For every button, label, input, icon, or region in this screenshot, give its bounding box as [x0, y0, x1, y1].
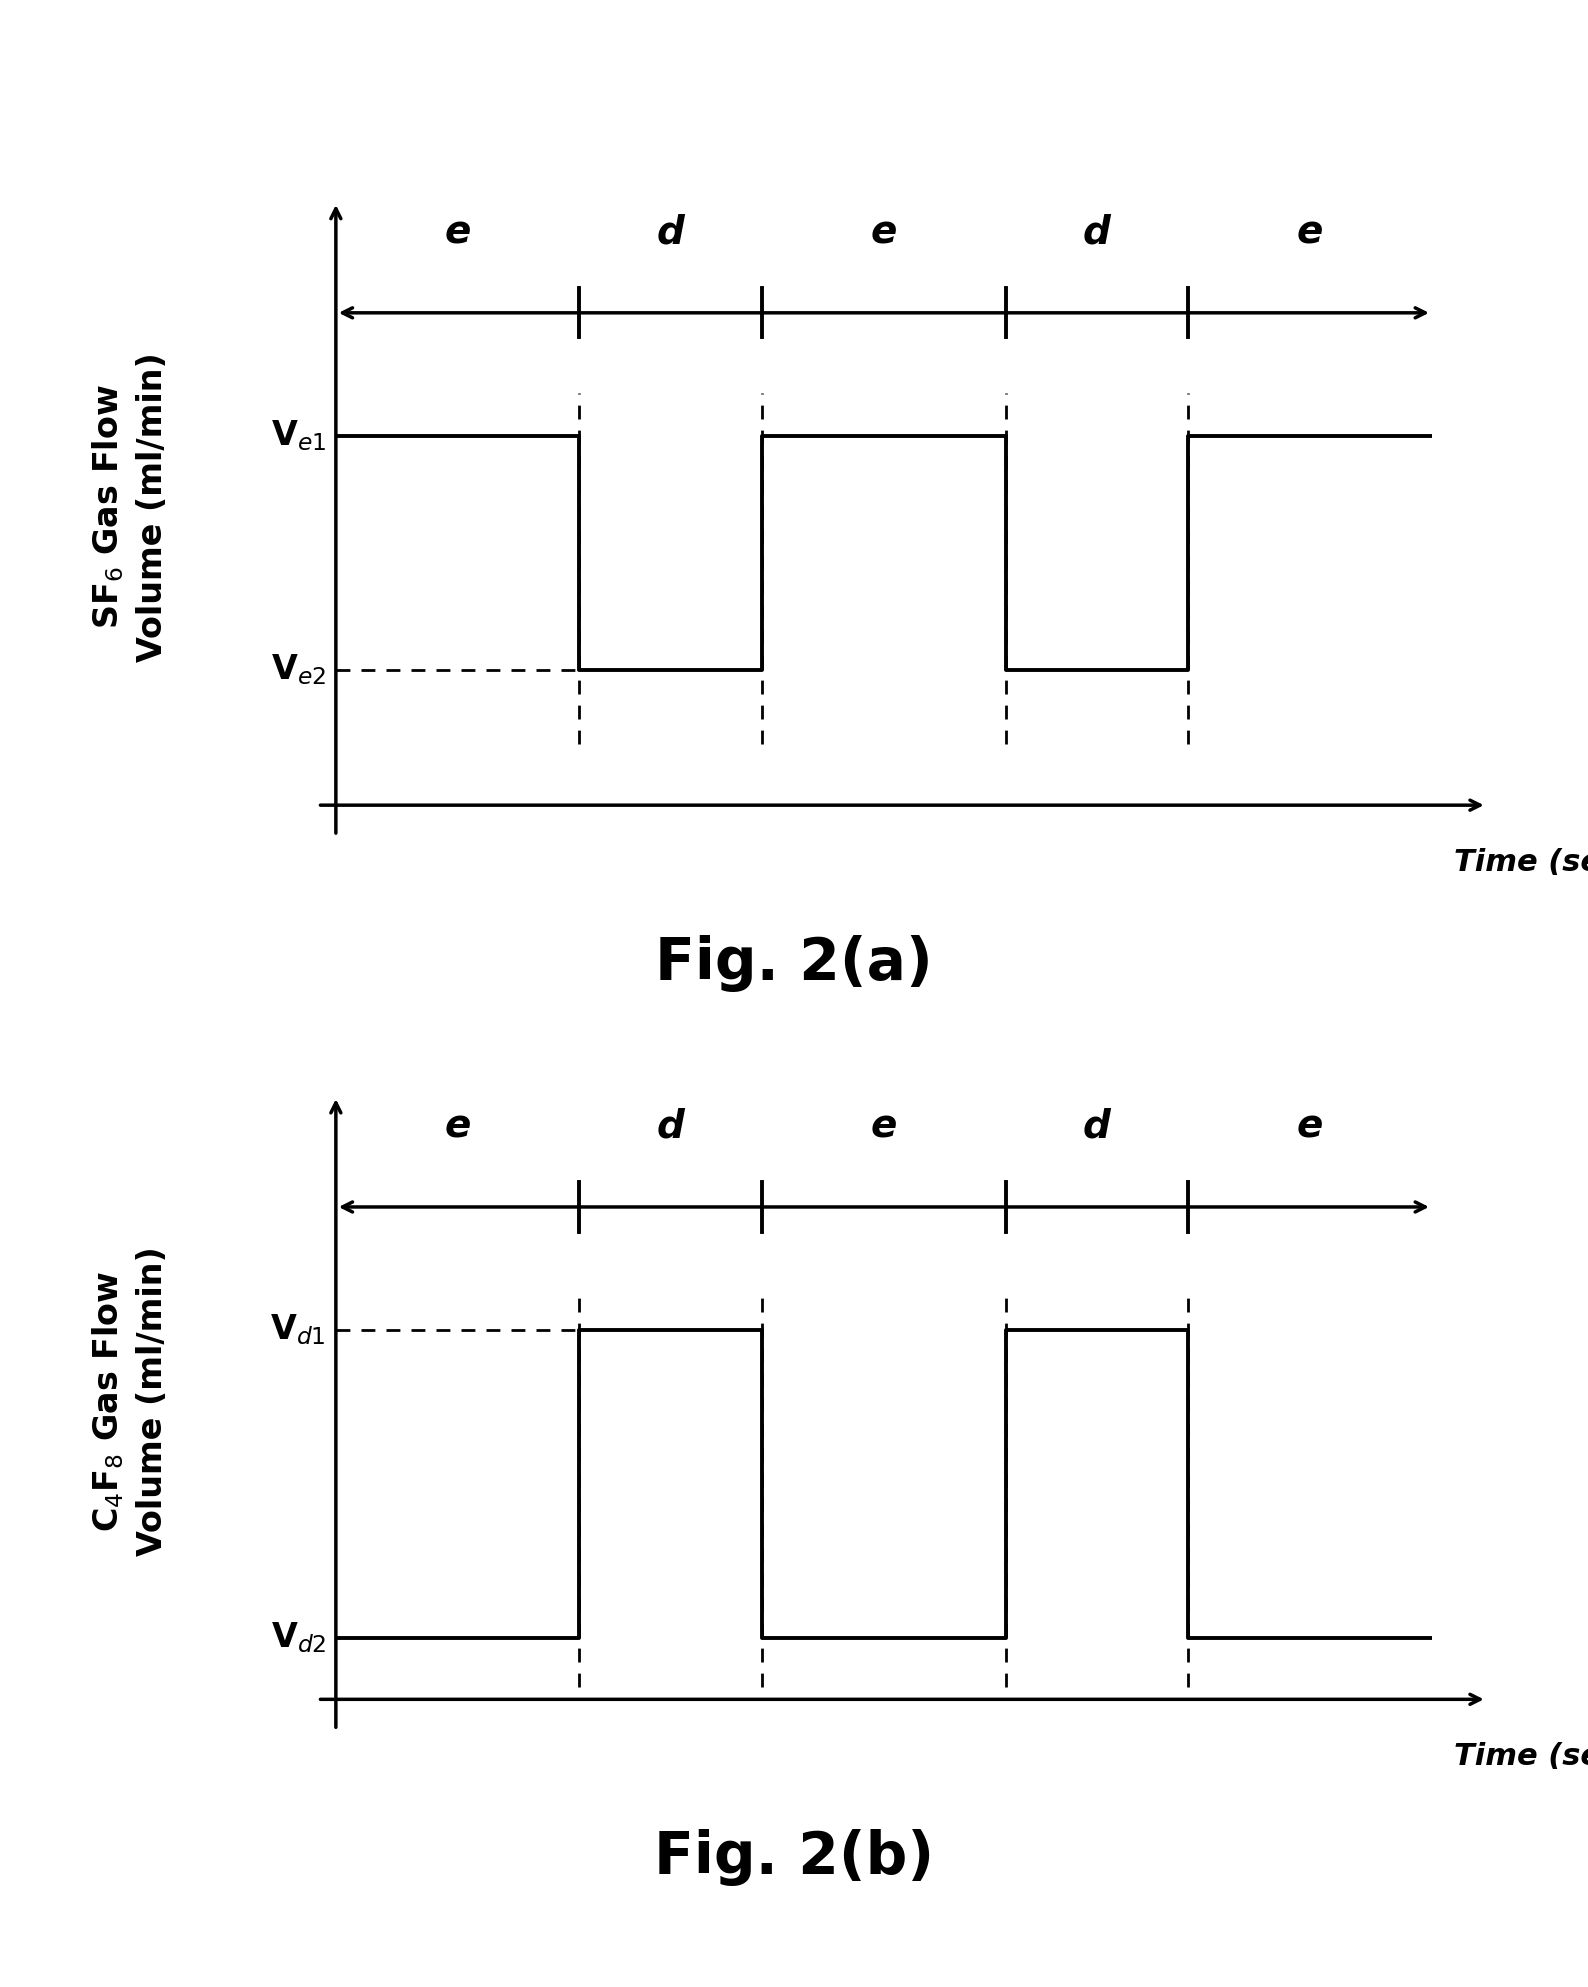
Text: e: e — [1297, 213, 1323, 250]
Text: Fig. 2(a): Fig. 2(a) — [656, 936, 932, 992]
Text: V$_{d1}$: V$_{d1}$ — [270, 1313, 326, 1347]
Text: e: e — [1297, 1107, 1323, 1145]
Text: V$_{d2}$: V$_{d2}$ — [270, 1621, 326, 1655]
Text: e: e — [870, 1107, 897, 1145]
Text: Time (sec): Time (sec) — [1453, 848, 1588, 876]
Text: Fig. 2(b): Fig. 2(b) — [654, 1830, 934, 1886]
Text: e: e — [445, 1107, 470, 1145]
Text: C$_4$F$_8$ Gas Flow
Volume (ml/min): C$_4$F$_8$ Gas Flow Volume (ml/min) — [91, 1246, 170, 1556]
Text: V$_{e1}$: V$_{e1}$ — [272, 419, 326, 453]
Text: SF$_6$ Gas Flow
Volume (ml/min): SF$_6$ Gas Flow Volume (ml/min) — [91, 352, 170, 662]
Text: d: d — [1083, 1107, 1112, 1145]
Text: Time (sec): Time (sec) — [1453, 1743, 1588, 1770]
Text: e: e — [870, 213, 897, 250]
Text: d: d — [657, 1107, 684, 1145]
Text: e: e — [445, 213, 470, 250]
Text: d: d — [657, 213, 684, 250]
Text: V$_{e2}$: V$_{e2}$ — [272, 652, 326, 688]
Text: d: d — [1083, 213, 1112, 250]
